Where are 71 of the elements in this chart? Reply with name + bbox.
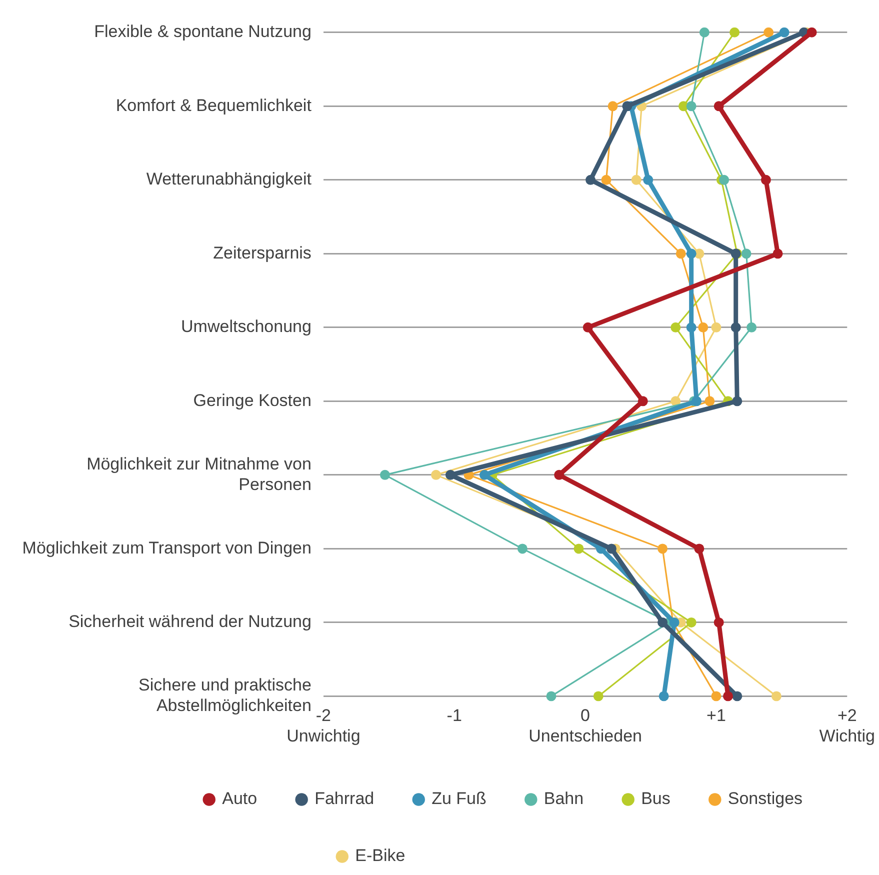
point [686,617,696,628]
point [806,27,817,38]
point [711,691,722,702]
point [764,27,774,38]
point [574,544,584,554]
point [670,322,681,332]
point [722,691,733,702]
point [582,322,593,332]
legend-label: Fahrrad [314,789,374,808]
y-tick-label: Möglichkeit zum Transport von Dingen [22,538,312,558]
x-tick-label: 0 Unentschieden [528,706,642,746]
point [772,248,783,259]
point [714,617,724,628]
x-tick-label: +1 [706,706,726,726]
point [517,544,528,554]
y-tick-label: Sicherheit während der Nutzung [68,612,312,632]
point [643,174,654,185]
point [622,101,632,112]
point [380,470,390,480]
legend-label: Zu Fuß [432,789,486,808]
point [771,691,782,702]
point [658,617,668,628]
y-tick-label: Geringe Kosten [193,390,312,410]
point [730,322,741,332]
point [445,470,456,480]
point [692,396,702,406]
point [658,544,668,554]
point [686,101,696,112]
point [658,691,669,702]
point [586,174,596,185]
legend-label: Sonstiges [728,789,803,808]
point [699,27,710,38]
point [431,470,442,480]
point [698,322,708,332]
point [730,27,740,38]
point [608,101,618,112]
point [779,27,790,38]
point [606,544,616,554]
point [554,470,564,480]
point [593,691,604,702]
point [546,691,556,702]
point [760,174,771,185]
point [732,396,742,406]
y-tick-label: Sichere und praktische Abstellmöglichkeiten [138,676,312,716]
point [631,174,642,185]
point [601,174,612,185]
y-tick-label: Umweltschonung [181,317,312,336]
x-tick-label: -1 [446,706,462,726]
point [714,101,724,112]
point [741,248,752,259]
legend-label: Auto [222,789,258,808]
y-tick-label: Komfort & Bequemlichkeit [116,96,312,115]
y-tick-label: Flexible & spontane Nutzung [94,22,312,42]
point [638,396,648,406]
y-tick-label: Wetterunabhängigkeit [146,170,312,189]
point [676,248,686,259]
point [704,396,715,406]
point [746,322,757,332]
point [686,322,696,332]
point [732,691,742,702]
point [479,470,490,480]
x-tick-label: +2 Wichtig [819,706,875,746]
point [719,174,730,185]
y-tick-label: Zeitersparnis [213,243,312,262]
point [694,544,704,554]
legend-label: E-Bike [355,846,406,866]
y-tick-label: Möglichkeit zur Mitnahme von Personen [86,454,312,494]
legend-label: Bahn [544,789,584,808]
point [686,248,696,259]
legend-label: Bus [641,789,670,808]
point [711,322,722,332]
